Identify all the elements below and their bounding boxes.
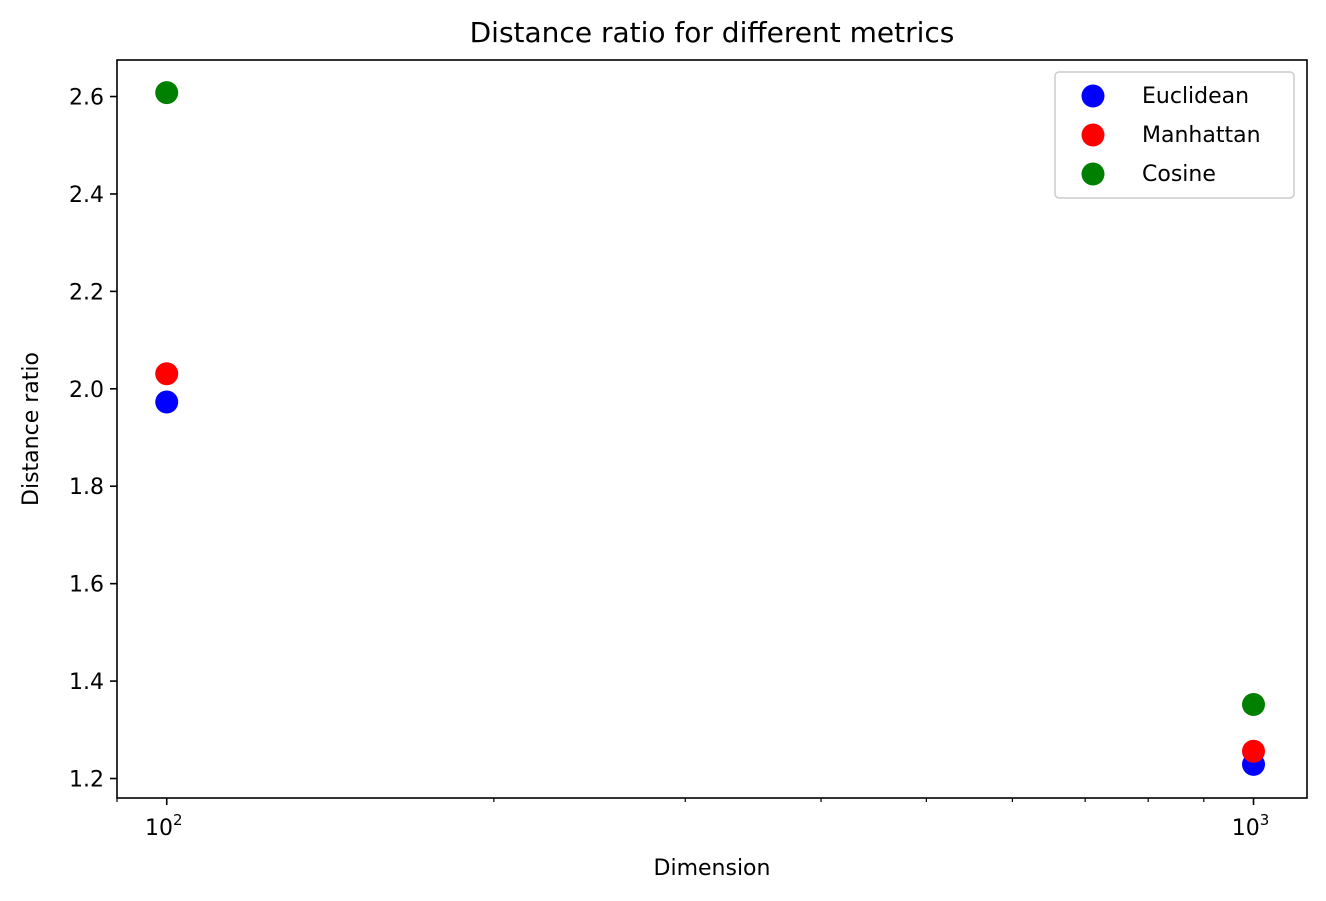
cosine-point [155, 81, 179, 105]
legend: Euclidean Manhattan Cosine [1054, 71, 1295, 199]
legend-marker-cosine [1081, 162, 1105, 186]
legend-marker-manhattan [1081, 123, 1105, 147]
y-axis-label: Distance ratio [19, 352, 44, 506]
x-axis-label: Dimension [654, 856, 771, 881]
y-tick-label: 2.6 [69, 86, 104, 111]
legend-box [1054, 71, 1295, 199]
y-tick-label: 2.2 [69, 280, 104, 305]
manhattan-point [155, 362, 179, 386]
manhattan-point [1242, 739, 1266, 763]
y-tick-label: 1.2 [69, 768, 104, 793]
y-tick-label: 1.4 [69, 670, 104, 695]
x-tick-label: 103 [1232, 811, 1270, 841]
plot-area-frame [116, 59, 1308, 799]
x-tick-label-base: 10 [1232, 816, 1260, 841]
y-tick-label: 1.8 [69, 475, 104, 500]
legend-marker-euclidean [1081, 84, 1105, 108]
x-tick-label-exponent: 3 [1260, 811, 1270, 829]
legend-label-manhattan: Manhattan [1142, 123, 1261, 148]
euclidean-point [155, 390, 179, 414]
y-tick-label: 2.0 [69, 378, 104, 403]
y-tick-label: 2.4 [69, 183, 104, 208]
x-tick-label: 102 [145, 811, 183, 841]
chart-title: Distance ratio for different metrics [470, 16, 955, 49]
cosine-point [1242, 692, 1266, 716]
x-tick-label-exponent: 2 [173, 811, 183, 829]
legend-label-cosine: Cosine [1142, 162, 1216, 187]
y-tick-label: 1.6 [69, 573, 104, 598]
legend-label-euclidean: Euclidean [1142, 84, 1249, 109]
x-tick-label-base: 10 [145, 816, 173, 841]
points-layer [155, 81, 1266, 776]
